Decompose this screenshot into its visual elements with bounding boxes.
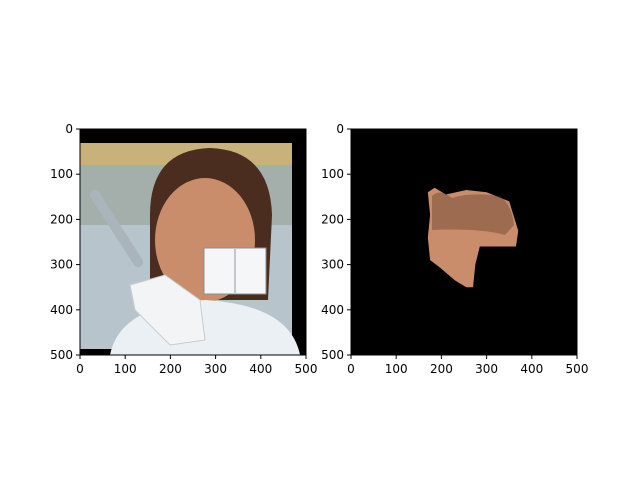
left-axes-frame <box>79 128 307 356</box>
masked-face-hair-shading <box>432 192 514 235</box>
left-y-ticks: 0 100 200 300 400 500 <box>50 122 80 362</box>
right-x-tick-label: 500 <box>566 362 589 376</box>
gloved-hand <box>129 274 206 346</box>
right-x-tick-label: 100 <box>385 362 408 376</box>
left-x-ticks: 0 100 200 300 400 500 <box>76 355 317 376</box>
left-y-tick-label: 500 <box>50 348 73 362</box>
left-y-tick-label: 100 <box>50 167 73 181</box>
right-y-tick-label: 100 <box>321 167 344 181</box>
right-image <box>351 129 577 355</box>
right-y-ticks: 0 100 200 300 400 500 <box>321 122 351 362</box>
left-x-tick-label: 100 <box>114 362 137 376</box>
left-x-tick-label: 500 <box>295 362 318 376</box>
left-y-tick-label: 0 <box>65 122 73 136</box>
right-y-tick-label: 200 <box>321 212 344 226</box>
left-image-axes: 0 100 200 300 400 500 0 100 200 300 400 500 <box>50 122 317 376</box>
right-x-tick-label: 0 <box>347 362 355 376</box>
test-tube <box>90 190 143 267</box>
left-x-tick-label: 400 <box>249 362 272 376</box>
right-y-tick-label: 400 <box>321 303 344 317</box>
right-axes-frame <box>350 128 578 356</box>
right-y-tick-label: 0 <box>336 122 344 136</box>
right-image-axes: 0 100 200 300 400 500 0 100 200 300 400 500 <box>321 122 588 376</box>
right-x-ticks: 0 100 200 300 400 500 <box>347 355 588 376</box>
right-y-tick-label: 500 <box>321 348 344 362</box>
right-x-tick-label: 300 <box>475 362 498 376</box>
right-x-tick-label: 200 <box>430 362 453 376</box>
left-y-tick-label: 200 <box>50 212 73 226</box>
masked-face-region <box>427 187 519 288</box>
left-y-tick-label: 400 <box>50 303 73 317</box>
left-y-tick-label: 300 <box>50 258 73 272</box>
right-y-tick-label: 300 <box>321 258 344 272</box>
left-x-tick-label: 200 <box>159 362 182 376</box>
right-x-tick-label: 400 <box>520 362 543 376</box>
left-x-tick-label: 300 <box>204 362 227 376</box>
left-x-tick-label: 0 <box>76 362 84 376</box>
left-image <box>80 129 306 355</box>
